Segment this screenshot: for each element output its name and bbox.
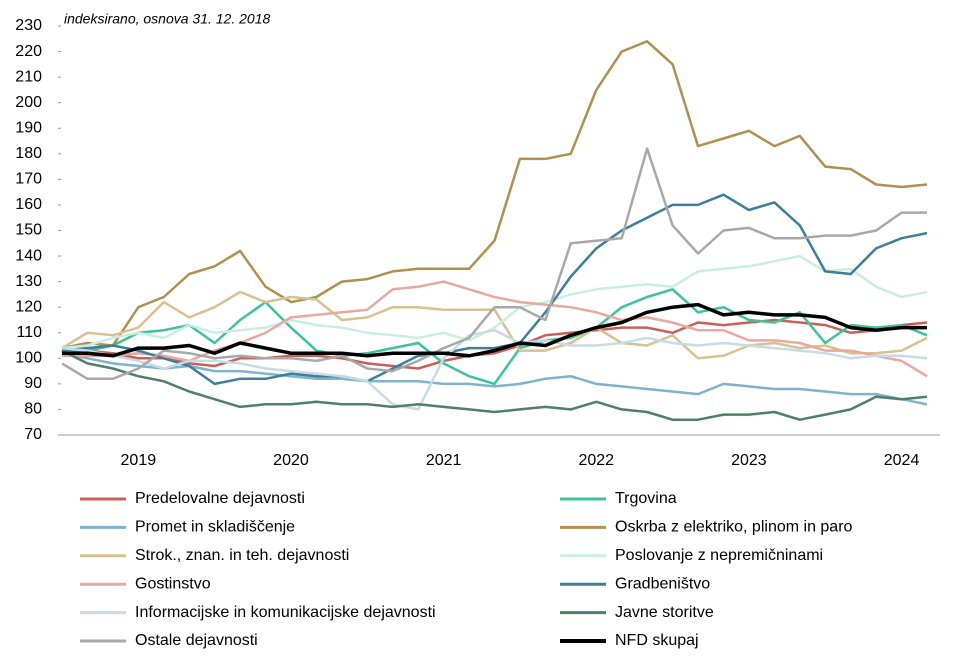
y-tick-label: 110: [16, 324, 42, 341]
legend-label: Poslovanje z nepremičninami: [615, 547, 823, 564]
y-tick-label: 180: [15, 145, 42, 162]
x-tick-label: 2020: [273, 452, 309, 469]
legend-label: Strok., znan. in teh. dejavnosti: [135, 547, 349, 564]
y-tick-label: 140: [15, 247, 42, 264]
legend-label: Oskrba z elektriko, plinom in paro: [615, 519, 853, 536]
legend-label: Gradbeništvo: [615, 575, 710, 592]
legend-label: Gostinstvo: [135, 575, 211, 592]
x-tick-label: 2023: [731, 452, 767, 469]
series-line: [61, 288, 928, 386]
chart-subtitle: indeksirano, osnova 31. 12. 2018: [64, 11, 270, 27]
y-tick-label: 170: [15, 171, 42, 188]
legend-label: Informacijske in komunikacijske dejavnos…: [135, 604, 436, 621]
legend-label: Trgovina: [615, 490, 677, 507]
series-line: [61, 290, 928, 360]
x-tick-label: 2019: [121, 452, 157, 469]
y-tick-label: 90: [24, 375, 42, 392]
legend-label: NFD skupaj: [615, 632, 699, 649]
y-tick-label: 220: [15, 43, 42, 60]
series-line: [61, 193, 928, 386]
y-tick-label: 130: [15, 273, 42, 290]
y-tick-label: 160: [15, 196, 42, 213]
y-tick-label: 230: [15, 17, 42, 34]
series-line: [61, 318, 928, 370]
legend-label: Predelovalne dejavnosti: [135, 490, 305, 507]
y-tick-label: 200: [15, 94, 42, 111]
series-line: [61, 349, 928, 421]
y-tick-label: 210: [15, 68, 42, 85]
series-line: [61, 351, 928, 406]
y-tick-label: 120: [15, 298, 42, 315]
legend-label: Javne storitve: [615, 604, 714, 621]
series-line: [61, 254, 928, 350]
y-tick-label: 80: [24, 401, 42, 418]
x-tick-label: 2021: [426, 452, 462, 469]
series-line: [62, 280, 928, 378]
y-tick-label: 100: [15, 350, 42, 367]
legend-label: Promet in skladiščenje: [135, 519, 295, 536]
series-line: [61, 40, 928, 350]
x-tick-label: 2022: [578, 452, 614, 469]
legend-label: Ostale dejavnosti: [135, 632, 258, 649]
series-line: [61, 147, 927, 381]
y-tick-label: 190: [15, 119, 42, 136]
y-tick-label: 70: [24, 426, 42, 443]
y-tick-label: 150: [15, 222, 42, 239]
x-tick-label: 2024: [884, 452, 920, 469]
series-line: [61, 328, 928, 411]
series-line: [62, 302, 927, 358]
